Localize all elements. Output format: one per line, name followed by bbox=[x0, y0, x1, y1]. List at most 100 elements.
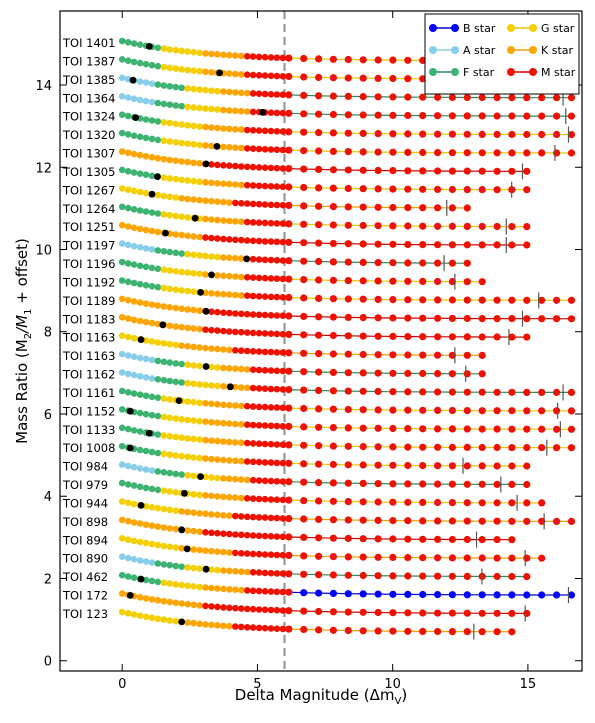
data-point bbox=[184, 453, 191, 461]
data-point bbox=[255, 164, 263, 171]
data-point bbox=[226, 549, 233, 556]
data-point bbox=[285, 349, 293, 357]
marker-point bbox=[126, 444, 134, 452]
data-point bbox=[359, 553, 367, 561]
data-point bbox=[172, 212, 180, 220]
data-point bbox=[315, 331, 323, 339]
data-point bbox=[166, 138, 174, 145]
data-point bbox=[130, 298, 138, 305]
data-point bbox=[493, 186, 501, 194]
data-point bbox=[434, 480, 442, 488]
data-point bbox=[267, 551, 275, 558]
data-point bbox=[267, 312, 275, 319]
series-toi-1364 bbox=[118, 93, 576, 125]
data-point bbox=[130, 556, 138, 563]
data-point bbox=[154, 394, 162, 402]
data-point bbox=[136, 538, 144, 546]
data-point bbox=[118, 424, 126, 432]
data-point bbox=[315, 405, 323, 413]
series-label: TOI 462 bbox=[62, 570, 108, 584]
data-point bbox=[196, 528, 203, 535]
legend-label: A star bbox=[463, 44, 496, 57]
data-point bbox=[202, 289, 209, 297]
data-point bbox=[136, 409, 144, 417]
data-point bbox=[538, 425, 546, 433]
series-toi-1251 bbox=[118, 221, 531, 253]
data-point bbox=[300, 589, 308, 597]
series-toi-890 bbox=[118, 553, 531, 585]
data-point bbox=[344, 313, 352, 321]
data-point bbox=[142, 171, 150, 178]
data-point bbox=[315, 626, 323, 634]
data-point bbox=[237, 439, 245, 447]
data-point bbox=[154, 578, 162, 586]
data-point bbox=[142, 392, 150, 400]
legend-marker bbox=[529, 46, 537, 54]
data-point bbox=[142, 539, 150, 547]
data-point bbox=[184, 195, 191, 203]
data-point bbox=[315, 589, 323, 597]
data-point bbox=[359, 314, 367, 322]
data-point bbox=[478, 480, 486, 488]
data-point bbox=[160, 450, 168, 458]
data-point bbox=[374, 93, 382, 101]
data-point bbox=[148, 98, 156, 106]
data-point bbox=[220, 198, 227, 206]
data-point bbox=[273, 128, 281, 135]
data-point bbox=[478, 93, 486, 102]
data-point bbox=[344, 608, 352, 616]
data-point bbox=[478, 462, 486, 470]
data-point bbox=[118, 111, 126, 118]
data-point bbox=[232, 107, 239, 115]
data-point bbox=[166, 211, 174, 219]
data-point bbox=[315, 442, 323, 450]
data-point bbox=[130, 316, 138, 324]
data-point bbox=[208, 234, 215, 242]
data-point bbox=[136, 391, 144, 399]
data-point bbox=[196, 381, 203, 388]
data-point bbox=[508, 462, 516, 470]
data-point bbox=[329, 147, 337, 155]
data-point bbox=[374, 498, 382, 506]
x-tick-label: 10 bbox=[384, 677, 401, 692]
data-point bbox=[154, 62, 162, 70]
data-point bbox=[142, 410, 150, 418]
data-point bbox=[214, 401, 221, 408]
data-point bbox=[237, 402, 245, 410]
data-point bbox=[329, 350, 337, 358]
data-point bbox=[359, 516, 367, 524]
data-point bbox=[315, 313, 323, 321]
data-point bbox=[226, 144, 233, 151]
legend-marker bbox=[451, 68, 459, 76]
data-point bbox=[493, 480, 501, 488]
data-point bbox=[184, 177, 191, 184]
data-point bbox=[404, 148, 412, 156]
data-point bbox=[434, 314, 442, 322]
data-point bbox=[172, 46, 180, 54]
data-point bbox=[285, 293, 293, 302]
data-point bbox=[389, 203, 397, 212]
data-point bbox=[243, 89, 251, 97]
data-point bbox=[300, 276, 308, 284]
data-point bbox=[315, 515, 323, 524]
data-point bbox=[136, 483, 144, 491]
data-point bbox=[154, 247, 162, 254]
data-point bbox=[329, 258, 337, 266]
data-point bbox=[237, 236, 245, 244]
data-point bbox=[232, 218, 239, 225]
data-point bbox=[279, 294, 287, 301]
data-point bbox=[172, 175, 180, 183]
data-point bbox=[255, 514, 263, 521]
data-point bbox=[196, 344, 203, 351]
data-point bbox=[190, 472, 197, 480]
data-point bbox=[226, 236, 233, 243]
data-point bbox=[249, 255, 257, 263]
data-point bbox=[202, 252, 209, 260]
data-point bbox=[267, 348, 275, 356]
data-point bbox=[118, 93, 126, 100]
data-point bbox=[237, 568, 245, 575]
data-point bbox=[172, 341, 180, 349]
data-point bbox=[359, 185, 367, 193]
data-point bbox=[523, 333, 531, 341]
series-toi-1133 bbox=[118, 424, 576, 456]
